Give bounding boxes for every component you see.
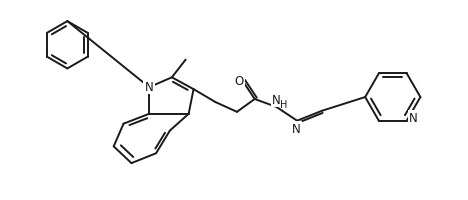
Text: N: N <box>292 122 300 135</box>
Text: N: N <box>272 93 281 106</box>
Text: N: N <box>409 112 418 125</box>
Text: N: N <box>145 80 154 93</box>
Text: H: H <box>279 99 287 109</box>
Text: O: O <box>234 74 243 87</box>
